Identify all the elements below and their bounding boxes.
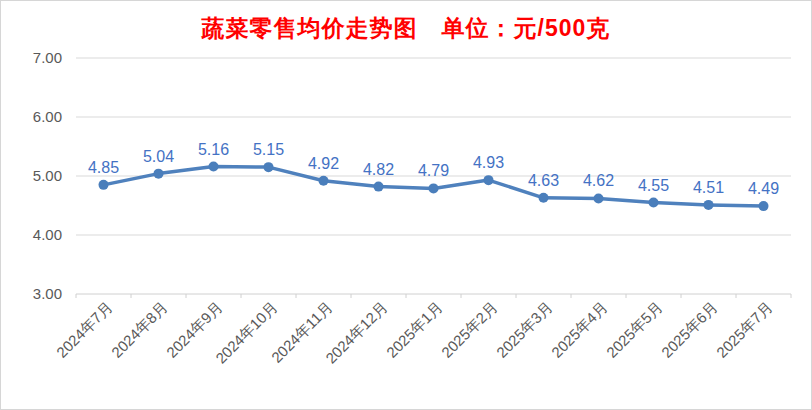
x-axis-category-label: 2024年8月: [108, 298, 171, 361]
data-point-label: 5.16: [198, 141, 229, 158]
data-point-label: 4.62: [583, 172, 614, 189]
data-point-marker: [99, 180, 109, 190]
chart-title: 蔬菜零售均价走势图 单位：元/500克: [1, 13, 811, 44]
data-point-marker: [154, 169, 164, 179]
x-axis-category-label: 2025年6月: [658, 298, 721, 361]
data-point-marker: [539, 193, 549, 203]
data-point-label: 4.63: [528, 172, 559, 189]
data-point-label: 5.04: [143, 148, 174, 165]
data-point-marker: [704, 200, 714, 210]
data-point-marker: [484, 175, 494, 185]
y-axis-tick-label: 4.00: [33, 226, 62, 243]
data-point-marker: [649, 198, 659, 208]
x-axis-category-label: 2024年7月: [53, 298, 116, 361]
chart-canvas: 3.00 4.00 5.00 6.00 7.00 4.85 2024年7月 5.04 2024年…: [1, 1, 812, 410]
x-axis-category-label: 2025年5月: [603, 298, 666, 361]
x-axis-category-label: 2025年2月: [438, 298, 501, 361]
vegetable-price-trend-chart: 3.00 4.00 5.00 6.00 7.00 4.85 2024年7月 5.04 2024年…: [0, 0, 812, 410]
data-point-label: 5.15: [253, 141, 284, 158]
y-axis-tick-label: 5.00: [33, 167, 62, 184]
data-point-marker: [264, 162, 274, 172]
y-axis-tick-label: 3.00: [33, 285, 62, 302]
data-point-marker: [594, 193, 604, 203]
x-axis-category-label: 2025年7月: [713, 298, 776, 361]
data-point-label: 4.92: [308, 155, 339, 172]
data-point-label: 4.49: [748, 180, 779, 197]
data-point-marker: [429, 183, 439, 193]
data-point-marker: [759, 201, 769, 211]
x-axis-category-label: 2025年3月: [493, 298, 556, 361]
data-point-marker: [209, 162, 219, 172]
data-point-label: 4.55: [638, 177, 669, 194]
data-point-label: 4.51: [693, 179, 724, 196]
data-point-label: 4.93: [473, 154, 504, 171]
x-axis-category-label: 2025年1月: [383, 298, 446, 361]
y-axis-tick-label: 7.00: [33, 49, 62, 66]
y-axis-tick-label: 6.00: [33, 108, 62, 125]
data-point-marker: [319, 176, 329, 186]
data-point-marker: [374, 182, 384, 192]
x-axis-category-label: 2025年4月: [548, 298, 611, 361]
data-point-label: 4.82: [363, 161, 394, 178]
data-point-label: 4.85: [88, 159, 119, 176]
data-point-label: 4.79: [418, 162, 449, 179]
